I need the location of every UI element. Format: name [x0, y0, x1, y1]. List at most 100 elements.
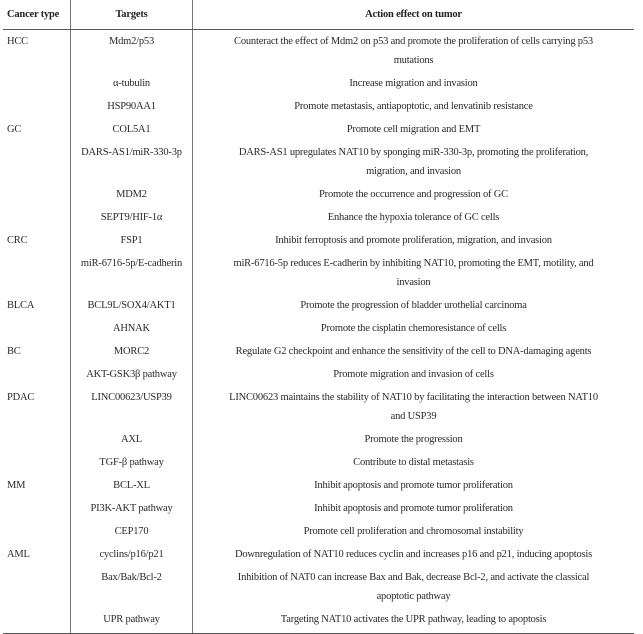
- table-body: HCC Mdm2/p53 Counteract the effect of Mdm2…: [3, 29, 635, 634]
- table-row: AHNAK Promote the cisplatin chemoresistan…: [3, 317, 634, 340]
- cancer-type-cell-text: PDAC: [7, 392, 35, 403]
- action-effect-cell-text: Promote cell migration and EMT: [346, 124, 481, 135]
- action-effect-cell-text: Counteract the effect of Mdm2 on p53 and…: [234, 36, 593, 66]
- target-cell: DARS-AS1/miR-330-3p: [70, 141, 193, 183]
- action-effect-cell-text: Inhibition of NAT0 can increase Bax and …: [237, 572, 590, 602]
- action-effect-cell: Inhibit apoptosis and promote tumor prol…: [193, 497, 635, 520]
- target-cell-text: BCL9L/SOX4/AKT1: [87, 300, 176, 311]
- cancer-type-cell: BLCA: [3, 294, 71, 317]
- action-effect-cell-text: miR-6716-5p reduces E-cadherin by inhibi…: [233, 258, 594, 288]
- table-row: CRC FSP1 Inhibit ferroptosis and promote p…: [3, 229, 634, 252]
- action-effect-cell-text: Promote migration and invasion of cells: [333, 369, 494, 380]
- header-cancer-type: Cancer type: [3, 0, 71, 30]
- cancer-type-cell: [3, 141, 71, 183]
- action-effect-cell: Increase migration and invasion: [193, 72, 635, 95]
- target-cell: MORC2: [70, 340, 193, 363]
- table-row: CEP170 Promote cell proliferation and chr…: [3, 520, 634, 543]
- cancer-type-cell: [3, 206, 71, 229]
- cancer-type-cell: GC: [3, 118, 71, 141]
- cancer-type-cell: [3, 497, 71, 520]
- target-cell-text: Bax/Bak/Bcl-2: [101, 572, 162, 583]
- action-effect-cell: Promote the occurrence and progression o…: [193, 183, 635, 206]
- table-row: MDM2 Promote the occurrence and progressi…: [3, 183, 634, 206]
- action-effect-cell-text: Regulate G2 checkpoint and enhance the s…: [235, 346, 592, 357]
- action-effect-cell-text: Increase migration and invasion: [349, 78, 478, 89]
- action-effect-cell: miR-6716-5p reduces E-cadherin by inhibi…: [193, 252, 635, 294]
- action-effect-cell: Regulate G2 checkpoint and enhance the s…: [193, 340, 635, 363]
- cancer-type-cell-text: BC: [7, 346, 21, 357]
- target-cell-text: Mdm2/p53: [108, 36, 155, 47]
- target-cell-text: TGF-β pathway: [99, 457, 164, 468]
- action-effect-cell-text: Promote the cisplatin chemoresistance of…: [320, 323, 507, 334]
- target-cell: HSP90AA1: [70, 95, 193, 118]
- action-effect-cell: Counteract the effect of Mdm2 on p53 and…: [193, 30, 635, 73]
- table-row: MM BCL-XL Inhibit apoptosis and promote tu…: [3, 474, 634, 497]
- target-cell: miR-6716-5p/E-cadherin: [70, 252, 193, 294]
- target-cell-text: SEPT9/HIF-1α: [100, 212, 163, 223]
- action-effect-cell-text: Promote the occurrence and progression o…: [319, 189, 508, 200]
- action-effect-cell: Downregulation of NAT10 reduces cyclin a…: [193, 543, 635, 566]
- action-effect-cell: Promote the progression of bladder uroth…: [193, 294, 635, 317]
- target-cell-text: miR-6716-5p/E-cadherin: [80, 258, 183, 269]
- cancer-type-cell: [3, 451, 71, 474]
- cancer-type-cell: [3, 95, 71, 118]
- action-effect-cell: Promote migration and invasion of cells: [193, 363, 635, 386]
- action-effect-cell: Promote the cisplatin chemoresistance of…: [193, 317, 635, 340]
- cancer-type-cell: [3, 183, 71, 206]
- action-effect-cell: Inhibit apoptosis and promote tumor prol…: [193, 474, 635, 497]
- target-cell: Mdm2/p53: [70, 29, 193, 72]
- action-effect-cell: Inhibit ferroptosis and promote prolifer…: [193, 229, 635, 252]
- target-cell: COL5A1: [70, 118, 193, 141]
- action-effect-cell-text: DARS-AS1 upregulates NAT10 by sponging m…: [238, 147, 589, 177]
- cancer-type-cell: BC: [3, 340, 71, 363]
- target-cell: TGF-β pathway: [70, 451, 193, 474]
- cancer-type-cell-text: MM: [7, 480, 26, 491]
- action-effect-cell: LINC00623 maintains the stability of NAT…: [193, 386, 635, 428]
- target-cell-text: PI3K-AKT pathway: [90, 503, 173, 514]
- table-row: Bax/Bak/Bcl-2 Inhibition of NAT0 can incr…: [3, 566, 634, 608]
- table-row: HCC Mdm2/p53 Counteract the effect of Mdm2…: [3, 29, 635, 73]
- target-cell-text: HSP90AA1: [107, 101, 156, 112]
- action-effect-cell-text: LINC00623 maintains the stability of NAT…: [229, 392, 598, 422]
- cancer-type-cell: MM: [3, 474, 71, 497]
- table-row: BLCA BCL9L/SOX4/AKT1 Promote the progressi…: [3, 294, 634, 317]
- action-effect-cell: Inhibition of NAT0 can increase Bax and …: [193, 566, 635, 608]
- cancer-type-cell: [3, 566, 71, 608]
- target-cell: CEP170: [70, 520, 193, 543]
- target-cell-text: cyclins/p16/p21: [99, 549, 164, 560]
- target-cell: FSP1: [70, 229, 193, 252]
- action-effect-cell-text: Inhibit apoptosis and promote tumor prol…: [314, 480, 513, 491]
- table-row: DARS-AS1/miR-330-3p DARS-AS1 upregulates …: [3, 141, 634, 183]
- table-row: AML cyclins/p16/p21 Downregulation of NAT1…: [3, 543, 634, 566]
- target-cell: AXL: [70, 428, 193, 451]
- target-cell-text: AKT-GSK3β pathway: [86, 369, 177, 380]
- action-effect-cell: DARS-AS1 upregulates NAT10 by sponging m…: [193, 141, 635, 183]
- table-row: TGF-β pathway Contribute to distal metast…: [3, 451, 634, 474]
- target-cell: SEPT9/HIF-1α: [70, 206, 193, 229]
- table-row: BC MORC2 Regulate G2 checkpoint and enhanc…: [3, 340, 634, 363]
- action-effect-cell-text: Promote metastasis, antiapoptotic, and l…: [294, 101, 533, 112]
- cancer-type-cell: PDAC: [3, 386, 71, 428]
- action-effect-cell: Promote metastasis, antiapoptotic, and l…: [193, 95, 635, 118]
- target-cell-text: FSP1: [120, 235, 143, 246]
- cancer-type-cell: [3, 428, 71, 451]
- action-effect-cell: Enhance the hypoxia tolerance of GC cell…: [193, 206, 635, 229]
- cancer-type-cell: HCC: [3, 29, 71, 72]
- target-cell: AKT-GSK3β pathway: [70, 363, 193, 386]
- target-cell: BCL-XL: [70, 474, 193, 497]
- table-row: HSP90AA1 Promote metastasis, antiapoptoti…: [3, 95, 634, 118]
- action-effect-cell-text: Promote cell proliferation and chromosom…: [303, 526, 524, 537]
- cancer-type-cell-text: HCC: [7, 36, 28, 47]
- target-cell-text: UPR pathway: [103, 614, 160, 625]
- target-cell-text: α-tubulin: [113, 78, 150, 89]
- target-cell-text: MDM2: [116, 189, 147, 200]
- action-effect-cell-text: Promote the progression: [364, 434, 463, 445]
- table-row: PDAC LINC00623/USP39 LINC00623 maintains t…: [3, 386, 634, 428]
- action-effect-cell-text: Contribute to distal metastasis: [353, 457, 474, 468]
- target-cell-text: BCL-XL: [113, 480, 150, 491]
- target-cell: BCL9L/SOX4/AKT1: [70, 294, 193, 317]
- cancer-type-cell-text: BLCA: [7, 300, 35, 311]
- target-cell-text: CEP170: [114, 526, 149, 537]
- target-cell: LINC00623/USP39: [70, 386, 193, 428]
- action-effect-cell: Promote the progression: [193, 428, 635, 451]
